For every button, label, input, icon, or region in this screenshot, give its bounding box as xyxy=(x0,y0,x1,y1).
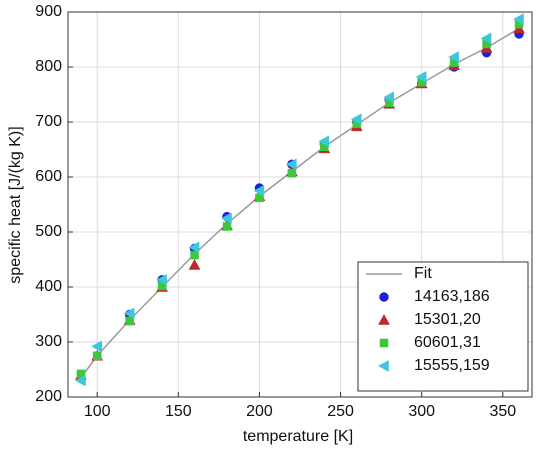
point xyxy=(253,184,265,197)
point xyxy=(285,158,297,171)
point xyxy=(91,340,102,353)
point xyxy=(190,250,199,260)
point xyxy=(415,70,427,83)
legend-label: 60601,31 xyxy=(414,334,481,351)
x-tick-label: 250 xyxy=(327,403,354,420)
legend-label: 15301,20 xyxy=(414,311,481,328)
point xyxy=(156,273,167,286)
point xyxy=(123,307,135,320)
x-tick-label: 300 xyxy=(408,403,435,420)
point xyxy=(350,113,362,126)
x-tick-label: 150 xyxy=(165,403,192,420)
y-tick-label: 900 xyxy=(35,3,62,20)
legend-marker xyxy=(379,292,389,302)
legend-label: 14163,186 xyxy=(414,288,490,305)
point xyxy=(188,258,201,270)
legend-marker xyxy=(377,360,389,372)
point xyxy=(92,351,102,360)
x-axis-label: temperature [K] xyxy=(243,428,353,445)
point xyxy=(220,212,232,225)
point xyxy=(125,316,134,326)
point xyxy=(513,13,524,26)
point xyxy=(74,374,86,387)
point xyxy=(222,222,232,231)
point xyxy=(318,135,330,148)
y-tick-label: 600 xyxy=(35,168,62,185)
x-tick-label: 100 xyxy=(84,403,111,420)
plot-frame xyxy=(67,11,533,398)
legend-label: 15555,159 xyxy=(414,357,490,374)
y-tick-label: 700 xyxy=(35,113,62,130)
legend-marker xyxy=(379,338,389,348)
point xyxy=(287,168,297,178)
y-tick-label: 500 xyxy=(35,223,62,240)
y-axis-label: specific heat [J/(kg K)] xyxy=(7,126,24,283)
point xyxy=(383,91,394,104)
x-tick-label: 200 xyxy=(246,403,273,420)
point xyxy=(448,51,459,64)
y-tick-label: 200 xyxy=(35,388,62,405)
point xyxy=(188,241,200,254)
y-tick-label: 800 xyxy=(35,58,62,75)
point xyxy=(480,32,492,45)
legend-marker xyxy=(378,313,390,325)
x-tick-label: 350 xyxy=(489,403,516,420)
y-tick-label: 400 xyxy=(35,278,62,295)
legend-label: Fit xyxy=(414,265,432,282)
legend: Fit 14163,186 15301,20 60601,31 15555,159 xyxy=(357,261,529,392)
y-tick-label: 300 xyxy=(35,333,62,350)
